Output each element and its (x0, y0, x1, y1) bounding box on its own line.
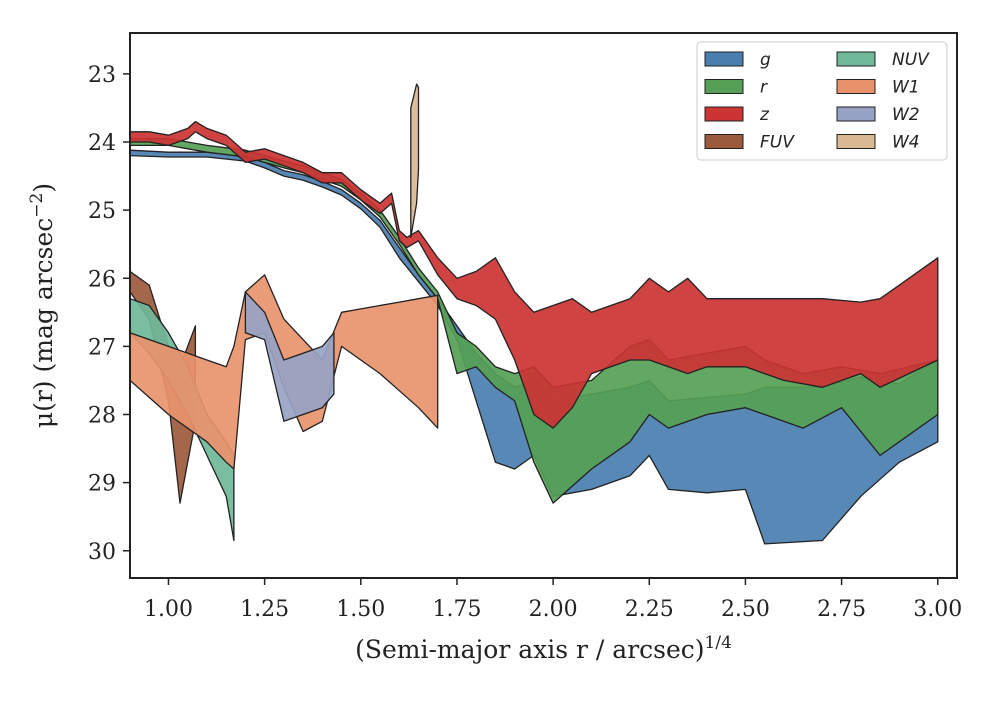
x-tick-label: 1.00 (144, 597, 193, 622)
series-band-w4 (410, 83, 420, 239)
y-tick-label: 27 (88, 335, 116, 360)
x-tick-label: 2.50 (721, 597, 770, 622)
y-tick-label: 23 (88, 63, 116, 88)
series-band-z (130, 120, 939, 429)
legend-swatch-w2 (836, 106, 876, 122)
y-tick-label: 26 (88, 267, 116, 292)
series-band-r (130, 137, 939, 504)
legend-label-r: r (760, 78, 768, 98)
legend: grz FUV NUV W1 W2 W4 (696, 41, 948, 161)
series-bands (130, 83, 939, 545)
legend-label-g: g (760, 50, 771, 70)
legend-label-z: z (759, 105, 770, 125)
x-tick-label: 2.75 (817, 597, 866, 622)
legend-box (696, 41, 948, 161)
y-tick-label: 24 (88, 131, 116, 156)
x-tick-label: 1.50 (336, 597, 385, 622)
tick-group: 1.00 1.25 1.50 1.75 2.00 2.25 2.50 2.75 3.00 23 24… (88, 63, 962, 622)
legend-label-nuv: NUV (892, 50, 930, 70)
legend-swatch-z (704, 106, 744, 122)
y-axis-label: μ(r) (mag arcsec−2) (27, 183, 58, 428)
legend-swatch-nuv (836, 51, 876, 67)
x-tick-label: 3.00 (913, 597, 962, 622)
y-tick-label: 29 (88, 472, 116, 497)
legend-swatch-g (704, 51, 744, 67)
x-tick-label: 1.75 (432, 597, 481, 622)
legend-label-fuv: FUV (760, 133, 795, 153)
x-tick-label: 2.00 (529, 597, 578, 622)
legend-label-w1: W1 (892, 78, 920, 98)
y-tick-label: 25 (88, 199, 116, 224)
axes (129, 32, 958, 579)
x-tick-label: 1.25 (240, 597, 289, 622)
legend-swatch-fuv (704, 134, 744, 149)
x-axis-label: (Semi-major axis r / arcsec)1/4 (355, 633, 732, 664)
legend-label-w2: W2 (892, 105, 920, 125)
plot-frame (129, 32, 958, 579)
series-band-w2 (244, 291, 335, 422)
legend-swatch-w4 (836, 134, 876, 149)
legend-swatch-w1 (836, 79, 876, 94)
series-band-g (130, 149, 939, 545)
legend-swatch-r (704, 79, 744, 94)
y-tick-label: 28 (88, 404, 116, 429)
legend-label-w4: W4 (892, 133, 920, 153)
x-tick-label: 2.25 (625, 597, 674, 622)
y-tick-label: 30 (88, 540, 116, 565)
